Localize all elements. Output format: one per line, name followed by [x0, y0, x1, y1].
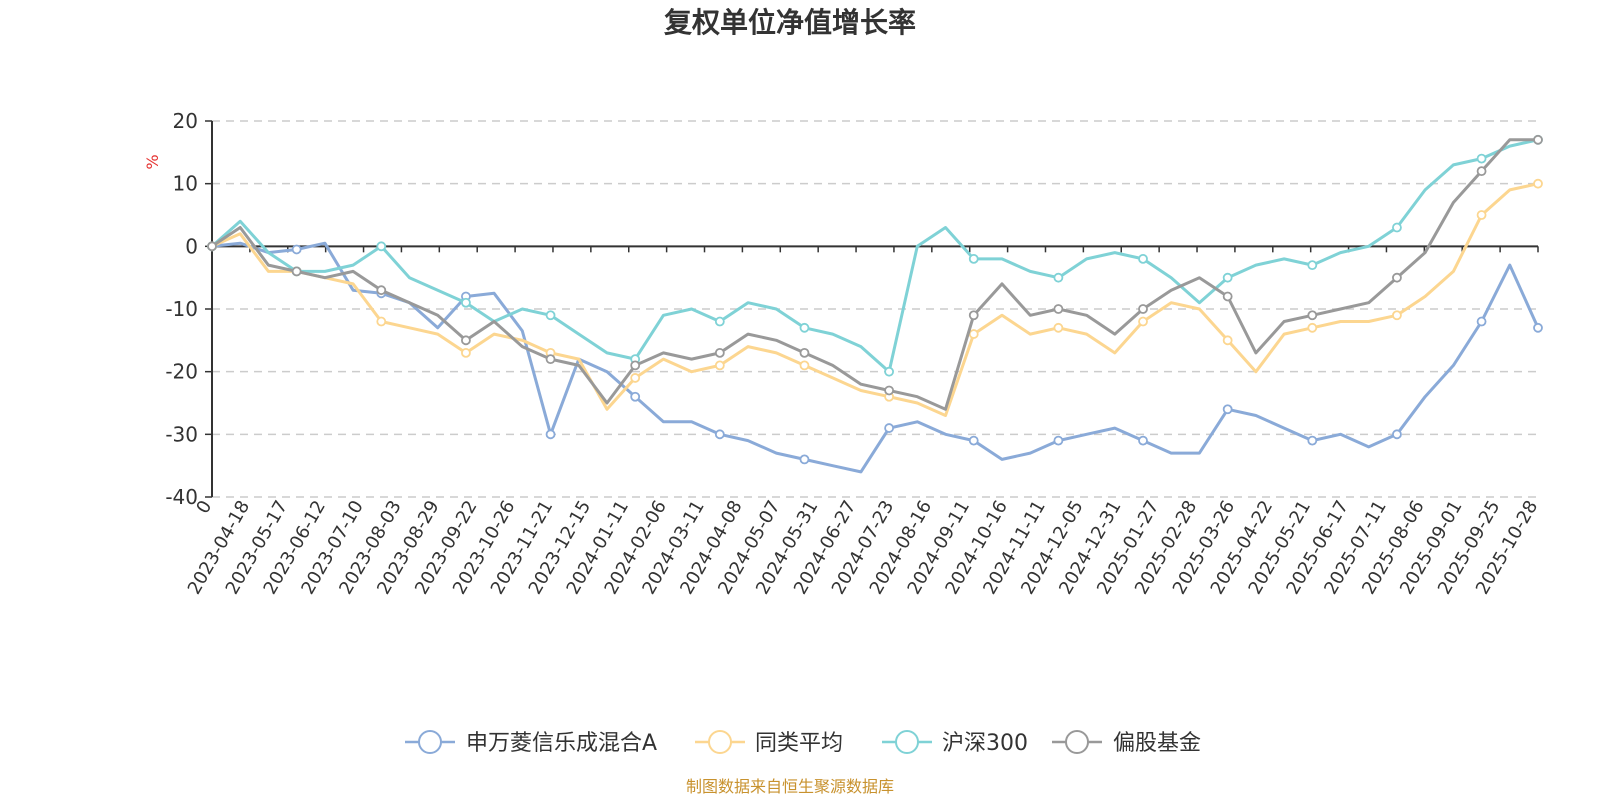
series-point: [1476, 153, 1487, 164]
y-tick-label: -30: [165, 422, 198, 446]
series-point: [630, 373, 641, 383]
series-point: [714, 347, 725, 358]
source-note: 制图数据来自恒生聚源数据库: [686, 777, 894, 796]
series-point: [1138, 435, 1148, 446]
series-point: [1053, 322, 1064, 333]
series-point: [630, 360, 641, 371]
series-point: [1392, 429, 1402, 440]
legend-label: 申万菱信乐成混合A: [466, 731, 657, 756]
series-point: [884, 423, 895, 433]
series-point: [968, 329, 979, 339]
series-point: [461, 335, 471, 346]
series-point: [1476, 316, 1487, 327]
series-point: [291, 266, 302, 277]
legend-item[interactable]: 同类平均: [695, 730, 843, 756]
x-tick-label: 0: [192, 497, 216, 517]
series-line: [211, 138, 1539, 374]
series-point: [1307, 322, 1318, 333]
y-tick-label: -20: [165, 360, 198, 384]
chart-title: 复权单位净值增长率: [664, 6, 916, 39]
y-tick-label: -40: [165, 485, 198, 509]
series-line: [211, 182, 1539, 417]
y-tick-label: 20: [173, 109, 198, 133]
series-point: [799, 322, 810, 333]
series-point: [799, 454, 810, 465]
series-point: [1222, 404, 1233, 415]
series-point: [545, 429, 556, 440]
series-point: [1392, 222, 1402, 233]
series-point: [714, 316, 725, 327]
legend-marker-icon: [895, 730, 919, 754]
series-point: [1222, 272, 1233, 283]
legend-label: 偏股基金: [1113, 731, 1201, 756]
series-point: [799, 360, 810, 371]
series-line: [211, 138, 1538, 411]
series-point: [1476, 210, 1487, 220]
legend-item[interactable]: 申万菱信乐成混合A: [405, 730, 657, 756]
series-point: [376, 241, 387, 252]
series-point: [884, 385, 895, 396]
legend-marker-icon: [1065, 730, 1089, 754]
legend-label: 同类平均: [755, 731, 843, 756]
series-point: [1222, 335, 1233, 346]
series-point: [1533, 134, 1543, 145]
series-point: [968, 310, 979, 321]
series-point: [376, 316, 387, 327]
series-point: [1053, 272, 1064, 283]
series-point: [1138, 316, 1148, 327]
series-point: [1476, 166, 1487, 177]
series-point: [1138, 253, 1148, 264]
y-tick-label: 0: [185, 234, 198, 258]
series-point: [630, 391, 641, 402]
series-point: [1222, 291, 1233, 302]
series-point: [884, 366, 895, 377]
series-point: [1307, 435, 1318, 446]
series-point: [714, 360, 725, 371]
series-point: [799, 347, 810, 358]
series-point: [545, 310, 556, 321]
y-tick-label: -10: [165, 297, 198, 321]
series-point: [1307, 260, 1318, 271]
x-axis-ticks: 02023-04-182023-05-172023-06-122023-07-1…: [184, 246, 1542, 598]
series-point: [1392, 310, 1402, 321]
series-point: [461, 297, 471, 308]
series-point: [714, 429, 725, 440]
legend-item[interactable]: 偏股基金: [1052, 730, 1201, 756]
y-axis-unit: %: [143, 154, 162, 169]
y-axis-ticks: 20 10 0 -10 -20 -30 -40: [165, 109, 212, 509]
series-point: [1307, 310, 1318, 321]
grid-lines: [212, 120, 1538, 498]
series-point: [1138, 304, 1148, 314]
series-lines: [207, 134, 1543, 474]
legend-label: 沪深300: [942, 731, 1028, 756]
series-point: [291, 244, 302, 255]
series-point: [207, 241, 217, 252]
series-point: [968, 253, 979, 264]
series-point: [1533, 322, 1543, 333]
series-point: [1533, 178, 1543, 189]
axes: [211, 121, 1538, 497]
series-point: [376, 285, 387, 296]
series-point: [968, 435, 979, 446]
series-point: [545, 354, 556, 365]
legend-marker-icon: [418, 730, 442, 754]
series-point: [461, 347, 471, 358]
series-point: [1053, 304, 1064, 314]
series-point: [1392, 272, 1402, 283]
series-point: [1053, 435, 1064, 446]
legend-item[interactable]: 沪深300: [882, 730, 1028, 756]
legend-marker-icon: [708, 730, 732, 754]
legend[interactable]: 申万菱信乐成混合A 同类平均 沪深300 偏股基金: [405, 730, 1201, 756]
y-tick-label: 10: [173, 172, 198, 196]
